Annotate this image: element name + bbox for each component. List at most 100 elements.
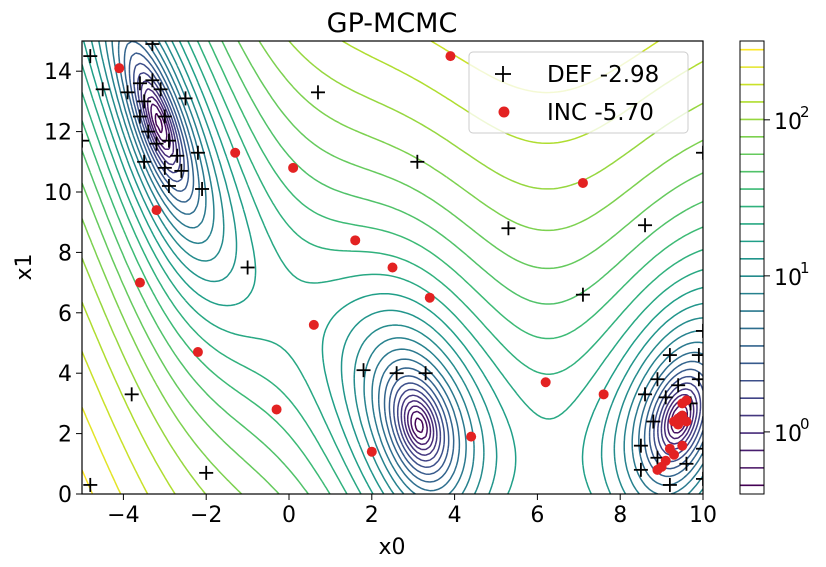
y-tick-label: 12 bbox=[44, 121, 72, 146]
def-marker bbox=[83, 49, 98, 64]
def-marker bbox=[240, 260, 255, 275]
contour-level bbox=[82, 41, 703, 494]
inc-marker bbox=[134, 277, 145, 288]
def-marker bbox=[650, 372, 665, 387]
def-marker bbox=[145, 73, 160, 88]
y-tick-label: 2 bbox=[58, 423, 72, 448]
colorbar-tick-exponent: 2 bbox=[800, 103, 810, 121]
y-tick-label: 0 bbox=[58, 483, 72, 508]
def-marker bbox=[679, 456, 694, 471]
x-tick-label: 8 bbox=[613, 503, 627, 528]
plot-frame bbox=[81, 40, 704, 495]
colorbar-tick-label: 10 bbox=[774, 422, 802, 447]
def-marker bbox=[633, 438, 648, 453]
contour-level bbox=[82, 406, 122, 494]
colorbar-tick-exponent: 0 bbox=[800, 415, 810, 433]
scatter-markers bbox=[82, 41, 703, 492]
def-marker bbox=[124, 387, 139, 402]
def-marker bbox=[691, 372, 703, 387]
def-marker bbox=[638, 218, 653, 233]
x-tick-label: −2 bbox=[190, 503, 222, 528]
def-marker bbox=[662, 477, 677, 492]
inc-marker bbox=[350, 235, 361, 246]
def-marker bbox=[199, 465, 214, 480]
inc-marker bbox=[673, 419, 684, 430]
inc-marker bbox=[681, 416, 692, 427]
def-marker bbox=[356, 363, 371, 378]
contour-plot bbox=[82, 41, 703, 494]
x-axis-label: x0 bbox=[378, 535, 405, 560]
def-marker bbox=[646, 414, 661, 429]
colorbar-tick-exponent: 1 bbox=[800, 259, 810, 277]
def-marker bbox=[691, 348, 703, 363]
x-tick-label: 0 bbox=[282, 503, 296, 528]
def-marker bbox=[696, 323, 703, 338]
inc-marker bbox=[192, 347, 203, 358]
inc-marker bbox=[114, 63, 125, 74]
contour-level bbox=[82, 41, 703, 494]
def-marker bbox=[410, 154, 425, 169]
legend-box bbox=[468, 51, 689, 134]
x-axis: −4 −2 0 2 4 6 8 10 bbox=[107, 494, 717, 528]
def-marker bbox=[696, 145, 703, 160]
x-tick-label: −4 bbox=[107, 503, 139, 528]
def-marker bbox=[658, 390, 673, 405]
inc-marker bbox=[271, 404, 282, 415]
def-marker bbox=[178, 91, 193, 106]
def-marker bbox=[501, 221, 516, 236]
def-marker bbox=[95, 82, 110, 97]
y-tick-label: 10 bbox=[44, 181, 72, 206]
def-marker bbox=[195, 181, 210, 196]
def-marker bbox=[82, 133, 89, 148]
x-tick-label: 10 bbox=[689, 503, 717, 528]
legend-inc-marker bbox=[498, 106, 510, 118]
inc-marker bbox=[677, 440, 688, 451]
contour-level bbox=[117, 41, 703, 492]
contour-level bbox=[82, 41, 703, 494]
inc-marker bbox=[681, 395, 692, 406]
colorbar-tick-label: 10 bbox=[774, 110, 802, 135]
def-marker bbox=[137, 94, 152, 109]
contour-level bbox=[140, 80, 698, 456]
chart-title: GP-MCMC bbox=[327, 8, 458, 39]
def-marker bbox=[132, 109, 147, 124]
def-marker bbox=[190, 145, 205, 160]
inc-marker bbox=[308, 319, 319, 330]
y-tick-label: 6 bbox=[58, 302, 72, 327]
legend-def-label: DEF -2.98 bbox=[547, 62, 659, 88]
contour-level bbox=[123, 41, 703, 483]
inc-marker bbox=[540, 377, 551, 388]
x-tick-label: 2 bbox=[365, 503, 379, 528]
contour-level bbox=[90, 41, 703, 494]
inc-marker bbox=[598, 389, 609, 400]
inc-marker bbox=[288, 162, 299, 173]
y-tick-label: 8 bbox=[58, 241, 72, 266]
x-tick-label: 6 bbox=[530, 503, 544, 528]
def-marker bbox=[157, 109, 172, 124]
y-axis: 0 2 4 6 8 10 12 14 bbox=[44, 60, 82, 508]
legend-inc-label: INC -5.70 bbox=[547, 100, 654, 126]
def-marker bbox=[638, 387, 653, 402]
def-marker bbox=[153, 82, 168, 97]
def-marker bbox=[696, 471, 703, 486]
def-marker bbox=[145, 41, 160, 52]
contour-level bbox=[82, 41, 703, 494]
def-marker bbox=[662, 348, 677, 363]
inc-marker bbox=[387, 262, 398, 273]
y-tick-label: 14 bbox=[44, 60, 72, 85]
def-marker bbox=[161, 178, 176, 193]
def-marker bbox=[170, 148, 185, 163]
def-marker bbox=[83, 477, 98, 492]
contour-level bbox=[82, 41, 703, 494]
def-marker bbox=[575, 287, 590, 302]
inc-marker bbox=[577, 177, 588, 188]
colorbar-frame bbox=[739, 40, 765, 495]
contour-level bbox=[82, 41, 703, 494]
inc-marker bbox=[424, 292, 435, 303]
inc-marker bbox=[445, 51, 456, 62]
inc-marker bbox=[366, 446, 377, 457]
y-tick-label: 4 bbox=[58, 362, 72, 387]
contour-level bbox=[82, 41, 703, 494]
colorbar-tick-label: 10 bbox=[774, 266, 802, 291]
